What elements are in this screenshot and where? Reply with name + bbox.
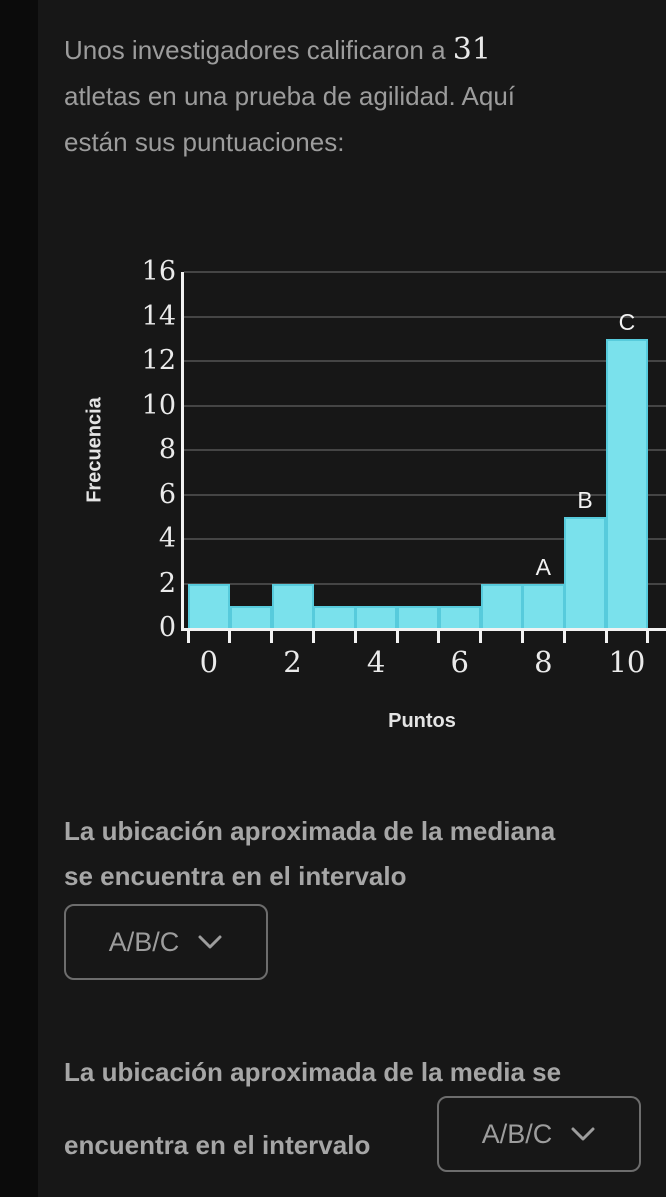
y-tick-label-4: 4 — [158, 523, 176, 554]
gridline-y-12 — [184, 360, 666, 362]
y-tick-label-12: 12 — [141, 345, 176, 376]
x-axis-title: Puntos — [388, 710, 456, 732]
athlete-count: 31 — [452, 32, 491, 67]
x-tick-7 — [479, 631, 483, 643]
question-mean-line-2: encuentra en el intervalo — [64, 1129, 371, 1160]
median-dropdown-value: A/B/C — [108, 926, 180, 957]
question-median-line-2: se encuentra en el intervalo — [64, 861, 407, 891]
histogram-bar-2 — [271, 583, 314, 628]
x-tick-6 — [437, 631, 441, 643]
histogram-chart: Frecuencia Puntos 0 2 4 6 8 10 12 14 16 0 2 4 6 8 10 A B… — [0, 240, 666, 745]
gridline-y-10 — [184, 404, 666, 407]
histogram-bar-1 — [229, 605, 273, 628]
histogram-bar-8 — [522, 583, 565, 628]
x-tick-label-6: 6 — [450, 645, 469, 679]
x-tick-8 — [520, 631, 524, 643]
histogram-bar-0 — [188, 583, 231, 628]
median-interval-dropdown[interactable]: A/B/C — [64, 904, 268, 980]
x-tick-2 — [270, 631, 274, 643]
x-tick-label-8: 8 — [534, 645, 553, 679]
gridline-y-2 — [184, 582, 666, 585]
question-mean-row: encuentra en el intervalo A/B/C — [64, 1096, 641, 1172]
intro-text: Unos investigadores calificaron a 31 atl… — [64, 27, 649, 165]
histogram-bar-7 — [480, 583, 523, 628]
x-tick-label-10: 10 — [608, 645, 646, 679]
question-median-line-1: La ubicación aproximada de la mediana — [64, 816, 556, 846]
x-tick-4 — [353, 631, 357, 643]
histogram-bar-6 — [438, 605, 482, 628]
x-tick-label-4: 4 — [366, 645, 386, 679]
x-tick-0 — [186, 631, 190, 643]
chevron-down-icon — [198, 935, 222, 949]
mean-interval-dropdown[interactable]: A/B/C — [437, 1096, 641, 1172]
question-mean: La ubicación aproximada de la media se e… — [64, 1050, 644, 1172]
y-tick-label-2: 2 — [158, 567, 176, 599]
y-tick-label-16: 16 — [141, 256, 176, 287]
gridline-y-16 — [184, 271, 666, 273]
bar-label-B: B — [577, 486, 593, 513]
left-gutter — [0, 0, 38, 1197]
intro-line-1: Unos investigadores calificaron a 31 — [64, 27, 649, 73]
intro-line-1-text: Unos investigadores calificaron a — [64, 35, 453, 65]
gridline-y-8 — [184, 449, 666, 451]
bar-label-C: C — [618, 308, 636, 335]
histogram-bar-3 — [313, 605, 356, 628]
x-tick-5 — [395, 631, 399, 643]
y-tick-label-14: 14 — [141, 300, 176, 332]
gridline-y-14 — [184, 315, 666, 318]
y-tick-label-8: 8 — [158, 434, 176, 465]
y-tick-label-6: 6 — [158, 478, 176, 510]
chevron-down-icon — [571, 1127, 595, 1141]
intro-line-2: atletas en una prueba de agilidad. Aquí — [64, 81, 516, 111]
x-axis-line — [181, 628, 666, 631]
x-tick-3 — [311, 631, 315, 643]
y-tick-label-10: 10 — [141, 389, 176, 421]
gridline-y-6 — [184, 493, 666, 496]
x-tick-1 — [228, 631, 232, 643]
x-tick-label-2: 2 — [283, 645, 302, 679]
x-tick-10 — [604, 631, 608, 643]
histogram-bar-10 — [606, 338, 649, 628]
x-tick-label-0: 0 — [199, 645, 219, 679]
x-tick-9 — [562, 631, 566, 643]
x-tick-11 — [646, 631, 650, 643]
gridline-y-4 — [184, 538, 666, 540]
histogram-bar-9 — [564, 516, 607, 628]
mean-dropdown-value: A/B/C — [481, 1118, 553, 1149]
histogram-bar-5 — [397, 605, 440, 628]
question-median: La ubicación aproximada de la mediana se… — [64, 809, 644, 899]
y-tick-label-0: 0 — [158, 612, 176, 643]
y-axis-line — [181, 272, 184, 631]
bar-label-A: A — [535, 553, 551, 580]
question-mean-line-1: La ubicación aproximada de la media se — [64, 1057, 562, 1087]
intro-line-3: están sus puntuaciones: — [64, 127, 345, 157]
histogram-bar-4 — [355, 605, 398, 628]
